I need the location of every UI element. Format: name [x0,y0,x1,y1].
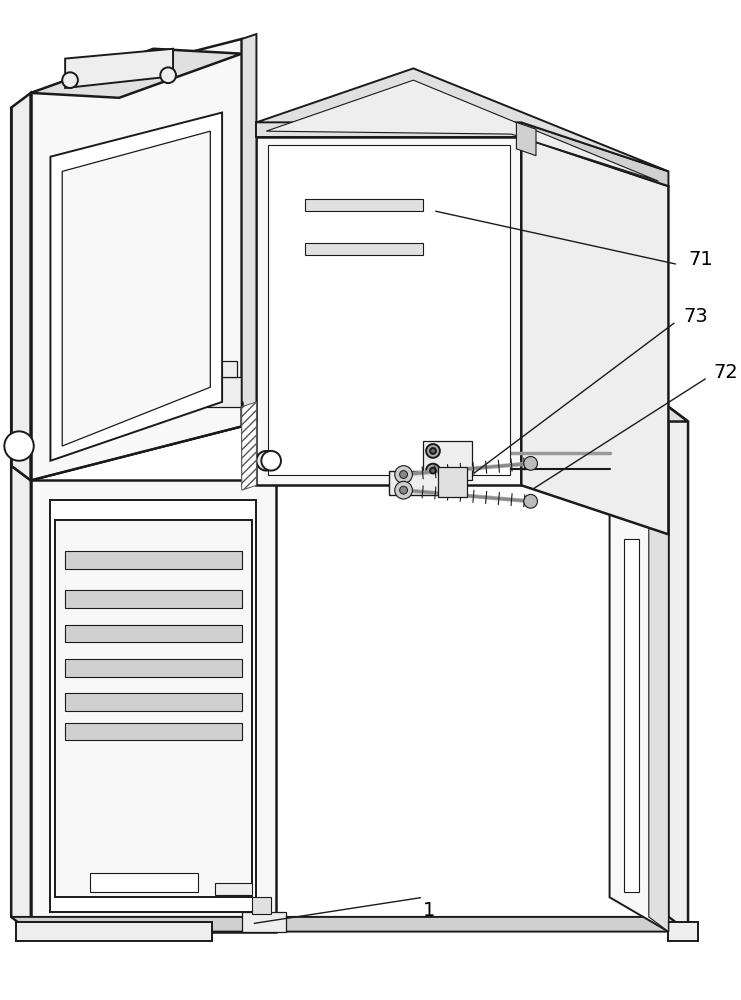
Polygon shape [268,145,510,475]
Polygon shape [65,693,242,711]
Circle shape [524,457,537,470]
Polygon shape [65,625,242,642]
Polygon shape [31,49,242,98]
Polygon shape [521,137,668,534]
Polygon shape [305,243,423,255]
Polygon shape [90,873,198,892]
Circle shape [399,486,408,494]
Circle shape [62,72,78,88]
Circle shape [256,451,276,471]
Polygon shape [624,539,639,892]
Polygon shape [649,441,668,932]
Polygon shape [668,922,698,941]
Polygon shape [242,407,688,422]
Polygon shape [242,912,286,932]
Circle shape [426,464,440,477]
Polygon shape [423,441,472,480]
Polygon shape [516,122,536,156]
Polygon shape [217,361,237,377]
Circle shape [399,471,408,478]
Text: 71: 71 [688,250,713,269]
Polygon shape [610,407,668,932]
Polygon shape [11,466,31,932]
Circle shape [430,448,436,454]
Polygon shape [11,917,262,932]
Polygon shape [11,407,262,480]
Polygon shape [65,551,242,569]
Polygon shape [65,590,242,608]
Polygon shape [242,917,688,932]
Polygon shape [31,480,276,932]
Polygon shape [521,122,668,186]
Polygon shape [242,34,256,426]
Polygon shape [207,377,247,407]
Polygon shape [266,80,659,181]
Polygon shape [50,500,256,912]
Circle shape [4,431,34,461]
Polygon shape [256,137,521,485]
Polygon shape [102,368,121,382]
Polygon shape [56,520,251,897]
Circle shape [426,444,440,458]
Polygon shape [31,39,242,480]
Text: 73: 73 [683,307,708,326]
Circle shape [430,468,436,474]
Polygon shape [668,407,688,932]
Polygon shape [438,467,468,497]
Polygon shape [16,922,212,941]
Polygon shape [242,402,256,490]
Polygon shape [305,199,423,211]
Polygon shape [251,897,271,914]
Polygon shape [256,122,521,137]
Polygon shape [153,382,187,407]
Polygon shape [50,113,222,461]
Polygon shape [256,68,668,171]
Text: 72: 72 [714,363,738,382]
Text: 1: 1 [423,901,436,920]
Polygon shape [65,723,242,740]
Circle shape [160,67,176,83]
Polygon shape [62,131,210,446]
Circle shape [524,494,537,508]
Polygon shape [389,471,443,495]
Polygon shape [162,368,180,382]
Polygon shape [11,93,31,480]
Polygon shape [65,49,173,88]
Circle shape [395,481,413,499]
Circle shape [262,451,281,471]
Polygon shape [65,659,242,677]
Polygon shape [95,382,129,407]
Circle shape [395,466,413,483]
Polygon shape [215,883,251,895]
